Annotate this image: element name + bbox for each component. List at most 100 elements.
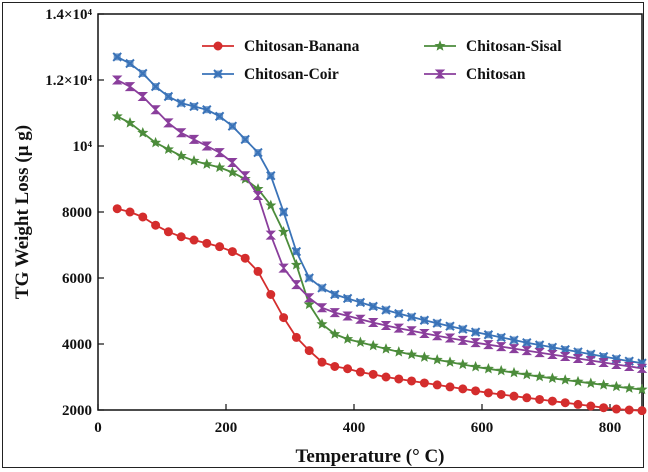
data-point — [522, 337, 532, 348]
y-tick-label: 1.4×10⁴ — [45, 7, 92, 23]
data-point — [151, 220, 161, 230]
data-point — [431, 331, 443, 341]
data-point — [304, 273, 314, 283]
data-point — [394, 308, 404, 319]
data-point — [418, 351, 430, 362]
data-point — [444, 333, 456, 343]
data-point — [112, 204, 122, 214]
data-point — [342, 293, 353, 304]
data-point — [599, 403, 609, 413]
data-point — [329, 308, 341, 318]
data-point — [367, 318, 379, 328]
data-point — [163, 227, 173, 237]
data-point — [189, 235, 199, 245]
data-point — [547, 350, 558, 360]
data-point — [560, 398, 570, 408]
data-point — [342, 333, 354, 344]
data-point — [125, 207, 135, 217]
data-point — [367, 339, 379, 351]
x-tick-label: 400 — [343, 420, 366, 436]
data-point — [624, 405, 634, 415]
data-point — [125, 58, 135, 69]
data-point — [508, 366, 520, 378]
legend-label: Chitosan-Coir — [244, 66, 339, 83]
data-series — [111, 52, 648, 416]
data-point — [508, 344, 520, 354]
y-axis-title: TG Weight Loss (µ g) — [12, 125, 33, 299]
data-point — [278, 225, 290, 237]
data-point — [162, 143, 174, 155]
data-point — [291, 332, 301, 342]
data-point — [434, 40, 446, 51]
data-point — [265, 199, 277, 211]
legend-entry: Chitosan-Coir — [202, 66, 339, 83]
data-point — [470, 360, 482, 372]
data-point — [495, 342, 507, 352]
data-point — [495, 364, 507, 376]
legend-label: Chitosan-Banana — [244, 38, 360, 55]
data-point — [163, 91, 174, 102]
data-point — [368, 369, 378, 379]
data-point — [163, 118, 174, 128]
data-point — [457, 358, 469, 370]
data-point — [214, 148, 225, 158]
data-point — [573, 399, 583, 409]
y-tick-label: 1.2×10⁴ — [45, 73, 92, 89]
data-point — [521, 368, 533, 380]
data-point — [559, 374, 571, 385]
series-chitosan — [111, 75, 648, 373]
data-point — [227, 121, 238, 131]
data-point — [240, 253, 250, 263]
x-tick-label: 200 — [215, 420, 238, 436]
data-point — [611, 359, 622, 369]
data-point — [213, 41, 223, 51]
data-point — [535, 394, 545, 404]
data-point — [150, 136, 162, 148]
data-point — [432, 318, 442, 328]
data-point — [112, 52, 122, 62]
data-point — [188, 134, 200, 144]
x-tick-label: 800 — [599, 420, 622, 436]
data-point — [381, 305, 391, 315]
data-point — [521, 346, 533, 356]
data-point — [355, 314, 366, 324]
series-chitosan-sisal — [111, 110, 648, 395]
data-point — [214, 111, 225, 122]
data-point — [572, 354, 584, 364]
data-point — [111, 75, 123, 85]
data-point — [278, 263, 289, 273]
data-point — [419, 378, 429, 388]
data-point — [215, 242, 225, 252]
data-point — [354, 336, 366, 348]
data-point — [445, 382, 455, 392]
data-point — [239, 171, 251, 181]
data-point — [138, 212, 148, 222]
data-point — [534, 340, 545, 350]
legend-entry: Chitosan-Sisal — [424, 38, 562, 55]
data-point — [419, 328, 430, 338]
data-point — [137, 92, 149, 101]
data-point — [343, 364, 353, 374]
data-point — [393, 346, 405, 357]
y-tick-label: 2000 — [62, 403, 92, 419]
data-point — [470, 327, 481, 337]
series-line — [116, 56, 643, 364]
legend-entry: Chitosan-Banana — [202, 38, 360, 55]
data-point — [406, 326, 417, 336]
data-point — [380, 343, 392, 354]
legend-entry: Chitosan — [424, 66, 526, 83]
data-point — [279, 313, 289, 323]
data-point — [202, 104, 212, 115]
data-point — [458, 324, 468, 334]
data-point — [175, 150, 187, 161]
data-point — [380, 321, 392, 331]
series-chitosan-banana — [112, 204, 647, 416]
data-point — [598, 357, 609, 367]
data-point — [176, 98, 186, 108]
data-point — [586, 401, 596, 411]
data-point — [150, 81, 161, 92]
data-point — [303, 293, 315, 303]
plot-area — [97, 13, 643, 411]
series-line — [116, 79, 643, 370]
data-point — [623, 361, 635, 371]
